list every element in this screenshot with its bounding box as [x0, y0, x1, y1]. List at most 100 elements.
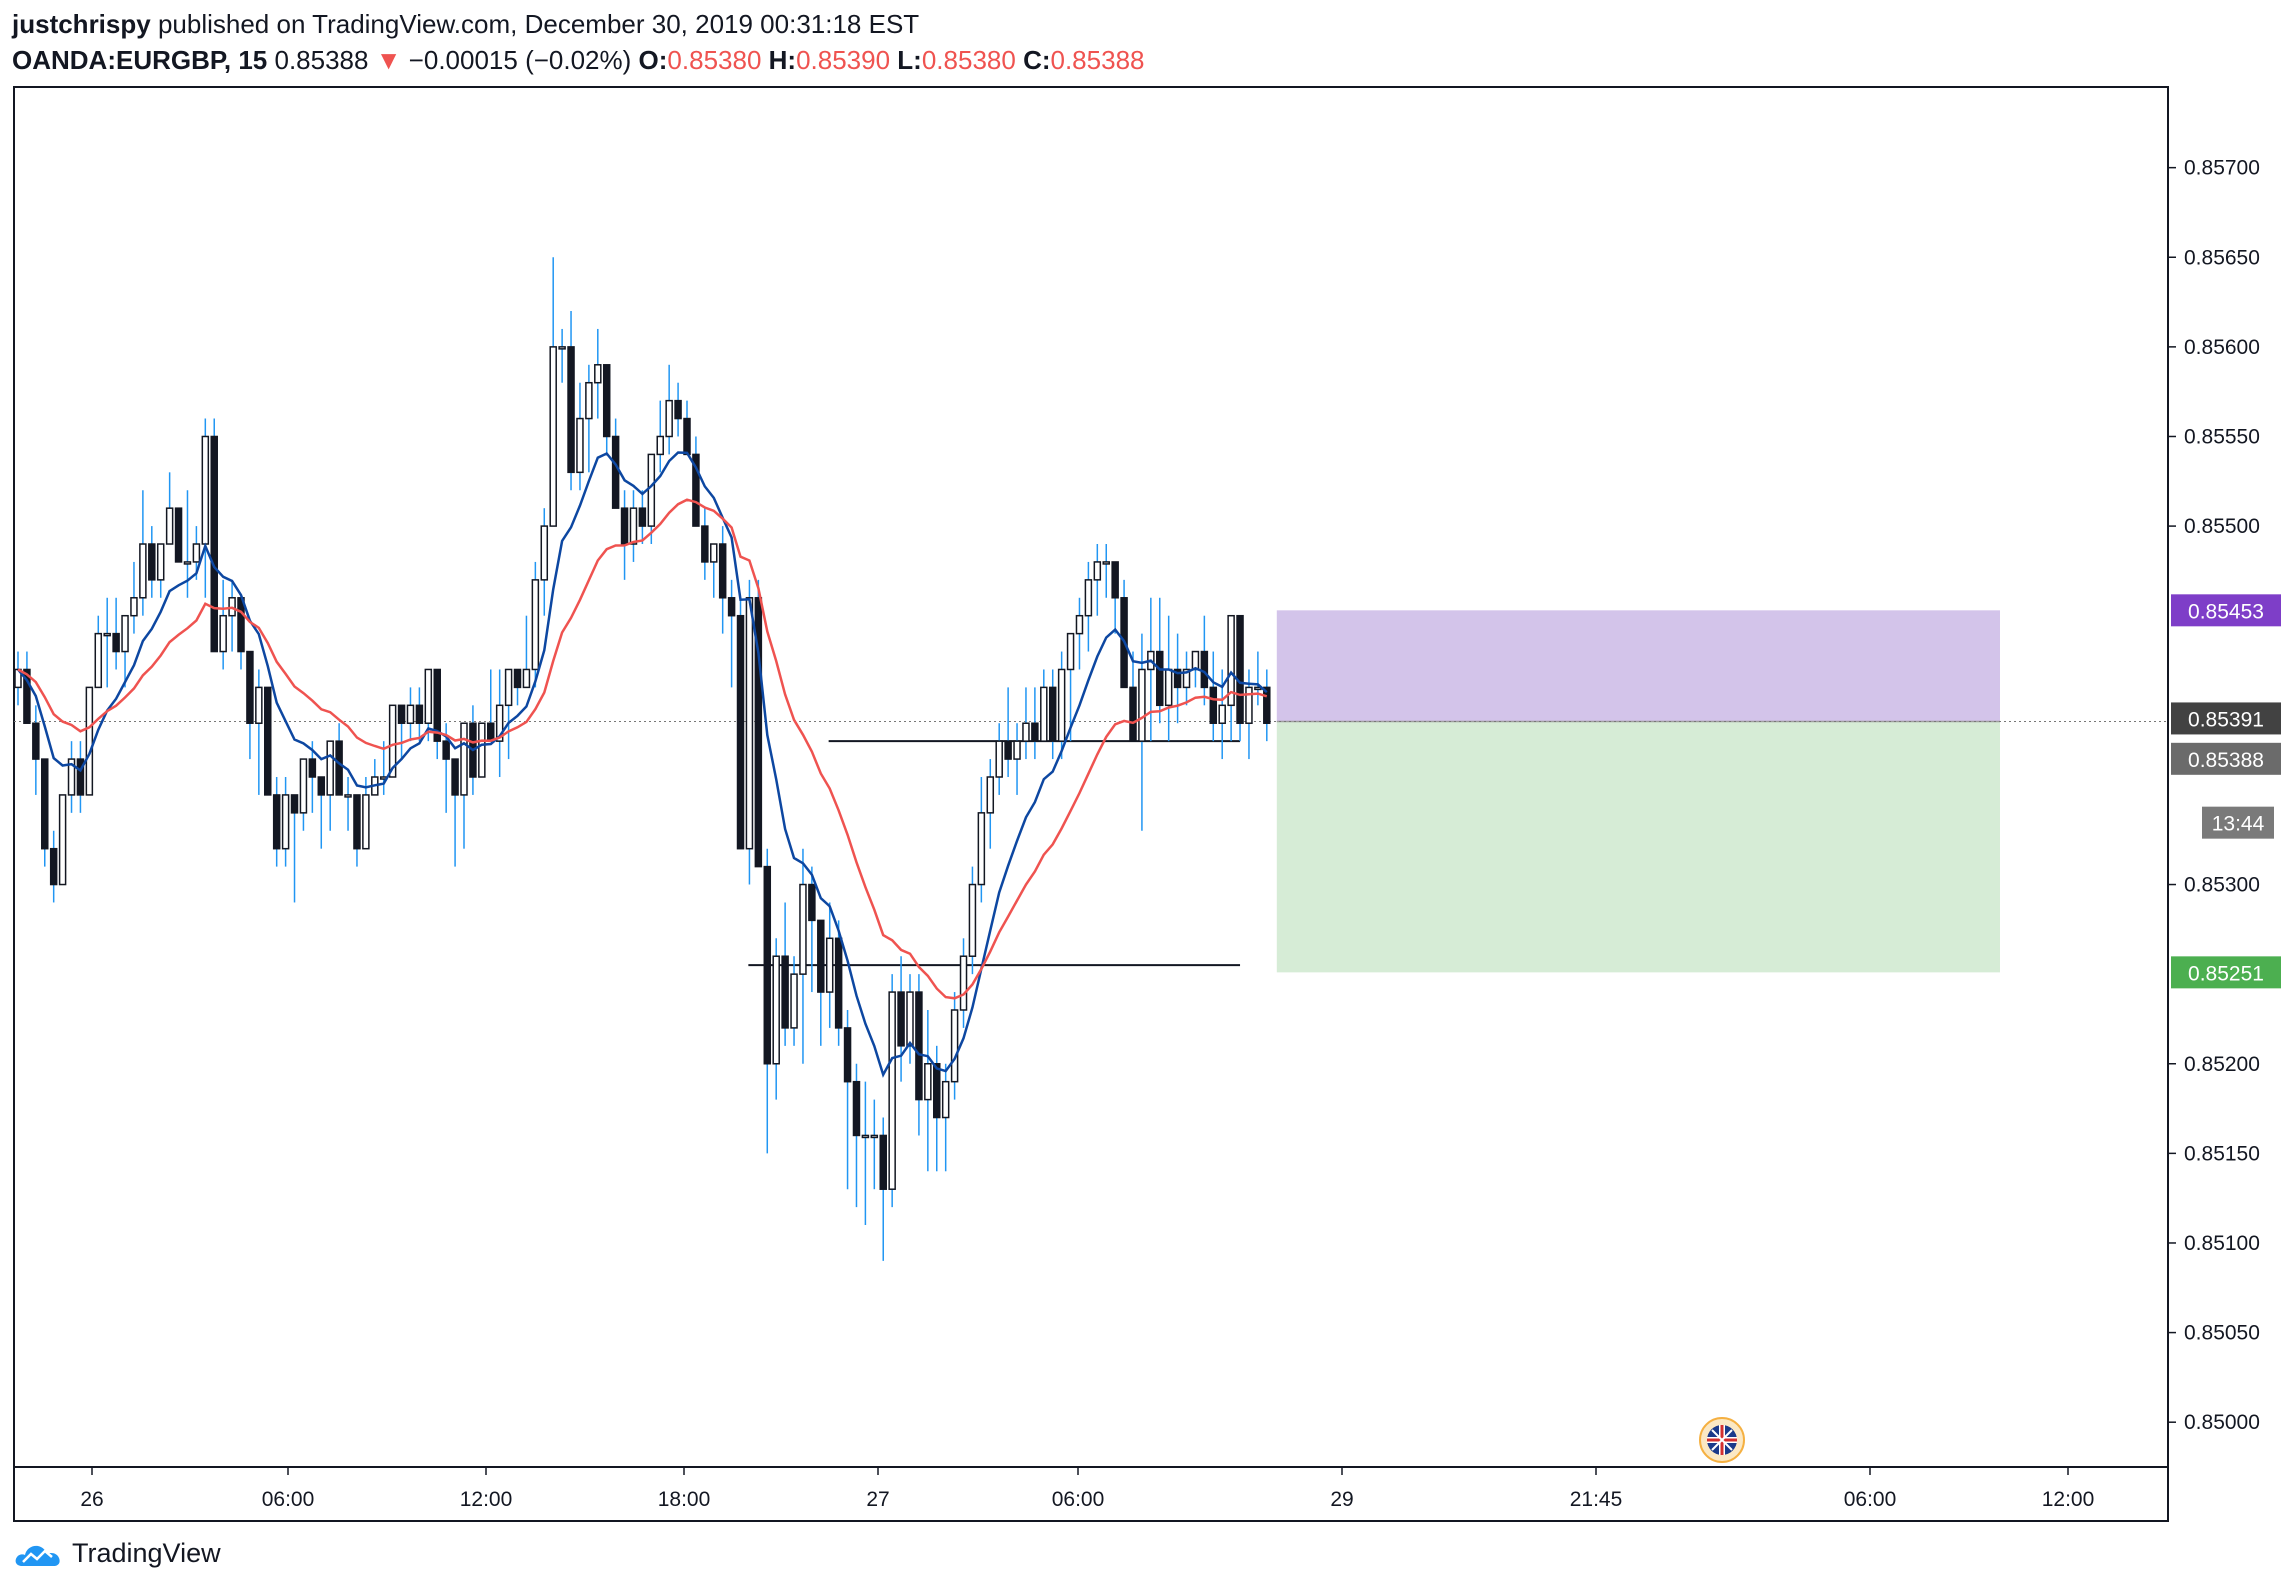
close-label: C: — [1023, 45, 1051, 75]
price-label-text: 13:44 — [2212, 813, 2265, 836]
candle-down — [32, 722, 40, 760]
candle-down — [736, 614, 745, 850]
candle-down — [808, 883, 816, 922]
footer: TradingView — [14, 1538, 221, 1569]
x-tick-label: 21:45 — [1570, 1488, 1623, 1511]
y-tick-label: 0.85550 — [2184, 425, 2260, 448]
candle-up — [647, 453, 656, 527]
candle-up — [344, 794, 352, 798]
candle-down — [843, 1027, 852, 1083]
symbol-label[interactable]: OANDA:EURGBP, 15 — [12, 45, 268, 75]
candle-up — [14, 668, 22, 689]
candle-up — [576, 417, 584, 474]
candle-down — [834, 937, 843, 1029]
candle-down — [264, 686, 272, 796]
close-value: 0.85388 — [1050, 45, 1145, 75]
candle-up — [585, 381, 593, 420]
down-arrow-icon: ▼ — [375, 45, 402, 75]
candle-down — [1111, 561, 1119, 599]
candle-down — [879, 1134, 887, 1190]
price-label-text: 0.85388 — [2188, 749, 2264, 772]
author-name[interactable]: justchrispy — [12, 9, 151, 39]
candle-down — [1048, 686, 1057, 742]
candle-up — [85, 686, 94, 796]
candle-up — [995, 740, 1003, 778]
price-labels: 0.85453 0.85391 0.85388 13:44 0.85251 — [2171, 594, 2281, 989]
candle-up — [1182, 668, 1191, 689]
y-tick-label: 0.85150 — [2184, 1142, 2260, 1165]
candle-up — [745, 597, 754, 850]
candle-up — [281, 794, 290, 850]
moving-averages — [17, 451, 1268, 1078]
candle-up — [299, 758, 308, 814]
candle-down — [415, 704, 424, 724]
candle-up — [870, 1134, 879, 1139]
price-axis[interactable]: 0.85700 0.85650 0.85600 0.85550 0.85500 0.853… — [2168, 157, 2260, 1435]
candle-down — [174, 507, 183, 563]
candle-down — [602, 364, 611, 438]
candle-up — [959, 955, 968, 1011]
candle-up — [130, 597, 138, 617]
candle-down — [1156, 650, 1164, 707]
candle-down — [246, 650, 254, 724]
candles — [14, 257, 1271, 1261]
candle-up — [1102, 561, 1110, 565]
candle-down — [763, 865, 772, 1065]
candle-down — [272, 794, 281, 850]
candle-up — [1138, 668, 1146, 742]
brand-name[interactable]: TradingView — [72, 1538, 221, 1568]
candle-up — [362, 794, 370, 850]
price-label-timer — [2202, 806, 2274, 839]
candle-down — [290, 794, 299, 814]
candle-down — [1263, 686, 1271, 724]
candle-down — [1200, 650, 1209, 689]
price-label-stop — [2171, 594, 2281, 627]
published-text: published on TradingView.com, December 3… — [157, 9, 920, 39]
candle-down — [754, 597, 763, 868]
candle-up — [906, 991, 914, 1047]
session-icons — [1699, 1417, 1745, 1463]
price-label-dark — [2171, 702, 2281, 735]
candle-up — [977, 812, 986, 886]
candle-down — [817, 919, 825, 993]
candle-up — [861, 1134, 870, 1139]
time-axis[interactable]: 26 06:00 12:00 18:00 27 06:00 29 21:45 06:00 12:0… — [80, 1467, 2094, 1511]
candle-down — [335, 740, 343, 796]
candle-up — [165, 507, 174, 545]
y-tick-label: 0.85050 — [2184, 1322, 2260, 1345]
candle-down — [852, 1080, 861, 1137]
candle-down — [933, 1063, 941, 1119]
candle-down — [433, 668, 441, 742]
ema-slow-line — [17, 498, 1268, 1000]
last-price: 0.85388 — [274, 45, 369, 75]
candle-down — [513, 668, 522, 689]
candle-down — [727, 597, 736, 617]
tradingview-cloud-icon[interactable] — [14, 1540, 62, 1568]
candle-up — [531, 579, 540, 671]
candle-down — [897, 991, 905, 1047]
candle-down — [210, 435, 218, 653]
candle-up — [629, 507, 638, 545]
candle-up — [495, 704, 504, 742]
y-tick-label: 0.85600 — [2184, 336, 2260, 359]
candle-down — [915, 991, 923, 1101]
uk-flag-diagonals — [1711, 1429, 1733, 1451]
candle-up — [968, 883, 977, 957]
x-tick-label: 12:00 — [460, 1488, 513, 1511]
low-value: 0.85380 — [921, 45, 1016, 75]
x-tick-label: 27 — [866, 1488, 889, 1511]
candle-up — [201, 435, 210, 545]
candle-up — [219, 614, 227, 653]
candle-down — [1129, 686, 1137, 742]
candle-up — [1245, 686, 1253, 724]
candle-up — [656, 435, 664, 456]
candle-up — [139, 543, 147, 599]
x-tick-label: 26 — [80, 1488, 103, 1511]
candle-up — [950, 1009, 959, 1083]
x-tick-label: 06:00 — [1052, 1488, 1105, 1511]
candle-up — [67, 758, 76, 796]
candle-up — [1066, 632, 1075, 671]
y-tick-label: 0.85000 — [2184, 1411, 2260, 1434]
candle-down — [317, 776, 326, 796]
